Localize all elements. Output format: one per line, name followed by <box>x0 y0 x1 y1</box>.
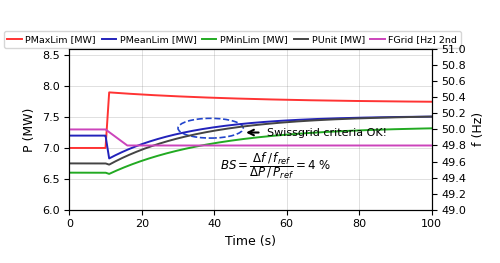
X-axis label: Time (s): Time (s) <box>225 235 276 248</box>
Line: PUnit [MW]: PUnit [MW] <box>70 117 432 165</box>
PUnit [MW] <box>242 125 248 128</box>
PMeanLim [MW] <box>418 115 424 118</box>
PMinLim [MW] <box>85 171 91 174</box>
PMinLim [MW] <box>428 127 434 130</box>
FGrid [Hz] 2nd <box>418 144 424 147</box>
PUnit [MW] <box>85 162 91 165</box>
PMeanLim [MW] <box>242 122 248 125</box>
PMeanLim [MW] <box>66 134 72 137</box>
PMinLim [MW] <box>233 138 239 141</box>
FGrid [Hz] 2nd <box>124 144 130 147</box>
PMeanLim [MW] <box>418 115 424 118</box>
FGrid [Hz] 2nd <box>66 128 72 131</box>
PUnit [MW] <box>233 126 239 129</box>
PUnit [MW] <box>418 115 424 118</box>
FGrid [Hz] 2nd <box>352 144 358 147</box>
PMaxLim [MW] <box>418 100 424 103</box>
Line: PMeanLim [MW]: PMeanLim [MW] <box>70 117 432 158</box>
PMaxLim [MW] <box>106 91 112 94</box>
PUnit [MW] <box>428 115 434 118</box>
PMinLim [MW] <box>418 127 424 130</box>
PUnit [MW] <box>352 117 358 120</box>
PUnit [MW] <box>66 162 72 165</box>
Line: PMaxLim [MW]: PMaxLim [MW] <box>70 92 432 148</box>
FGrid [Hz] 2nd <box>242 144 248 147</box>
PMinLim [MW] <box>418 127 424 130</box>
PMaxLim [MW] <box>233 97 239 100</box>
Text: $BS = \dfrac{\Delta f\,/\,f_{ref}}{\Delta P\,/\,P_{ref}} = 4\ \%$: $BS = \dfrac{\Delta f\,/\,f_{ref}}{\Delt… <box>220 150 332 181</box>
FGrid [Hz] 2nd <box>418 144 424 147</box>
Line: PMinLim [MW]: PMinLim [MW] <box>70 128 432 174</box>
PMaxLim [MW] <box>418 100 424 103</box>
FGrid [Hz] 2nd <box>85 128 91 131</box>
PMinLim [MW] <box>106 172 112 175</box>
Y-axis label: f (Hz): f (Hz) <box>472 112 485 146</box>
Legend: PMaxLim [MW], PMeanLim [MW], PMinLim [MW], PUnit [MW], FGrid [Hz] 2nd: PMaxLim [MW], PMeanLim [MW], PMinLim [MW… <box>4 31 461 48</box>
PUnit [MW] <box>418 115 424 118</box>
PMaxLim [MW] <box>242 97 248 100</box>
Y-axis label: P (MW): P (MW) <box>24 107 36 152</box>
PMinLim [MW] <box>66 171 72 174</box>
Line: FGrid [Hz] 2nd: FGrid [Hz] 2nd <box>70 129 432 145</box>
PMaxLim [MW] <box>85 146 91 150</box>
PMinLim [MW] <box>352 129 358 132</box>
PMaxLim [MW] <box>352 99 358 103</box>
FGrid [Hz] 2nd <box>233 144 239 147</box>
PMaxLim [MW] <box>66 146 72 150</box>
PMeanLim [MW] <box>85 134 91 137</box>
PMeanLim [MW] <box>428 115 434 118</box>
PMaxLim [MW] <box>428 100 434 103</box>
PMinLim [MW] <box>242 137 248 140</box>
FGrid [Hz] 2nd <box>428 144 434 147</box>
PMeanLim [MW] <box>106 157 112 160</box>
Text: Swissgrid criteria OK!: Swissgrid criteria OK! <box>267 128 387 138</box>
PMeanLim [MW] <box>352 116 358 119</box>
PUnit [MW] <box>106 163 112 166</box>
PMeanLim [MW] <box>233 123 239 126</box>
